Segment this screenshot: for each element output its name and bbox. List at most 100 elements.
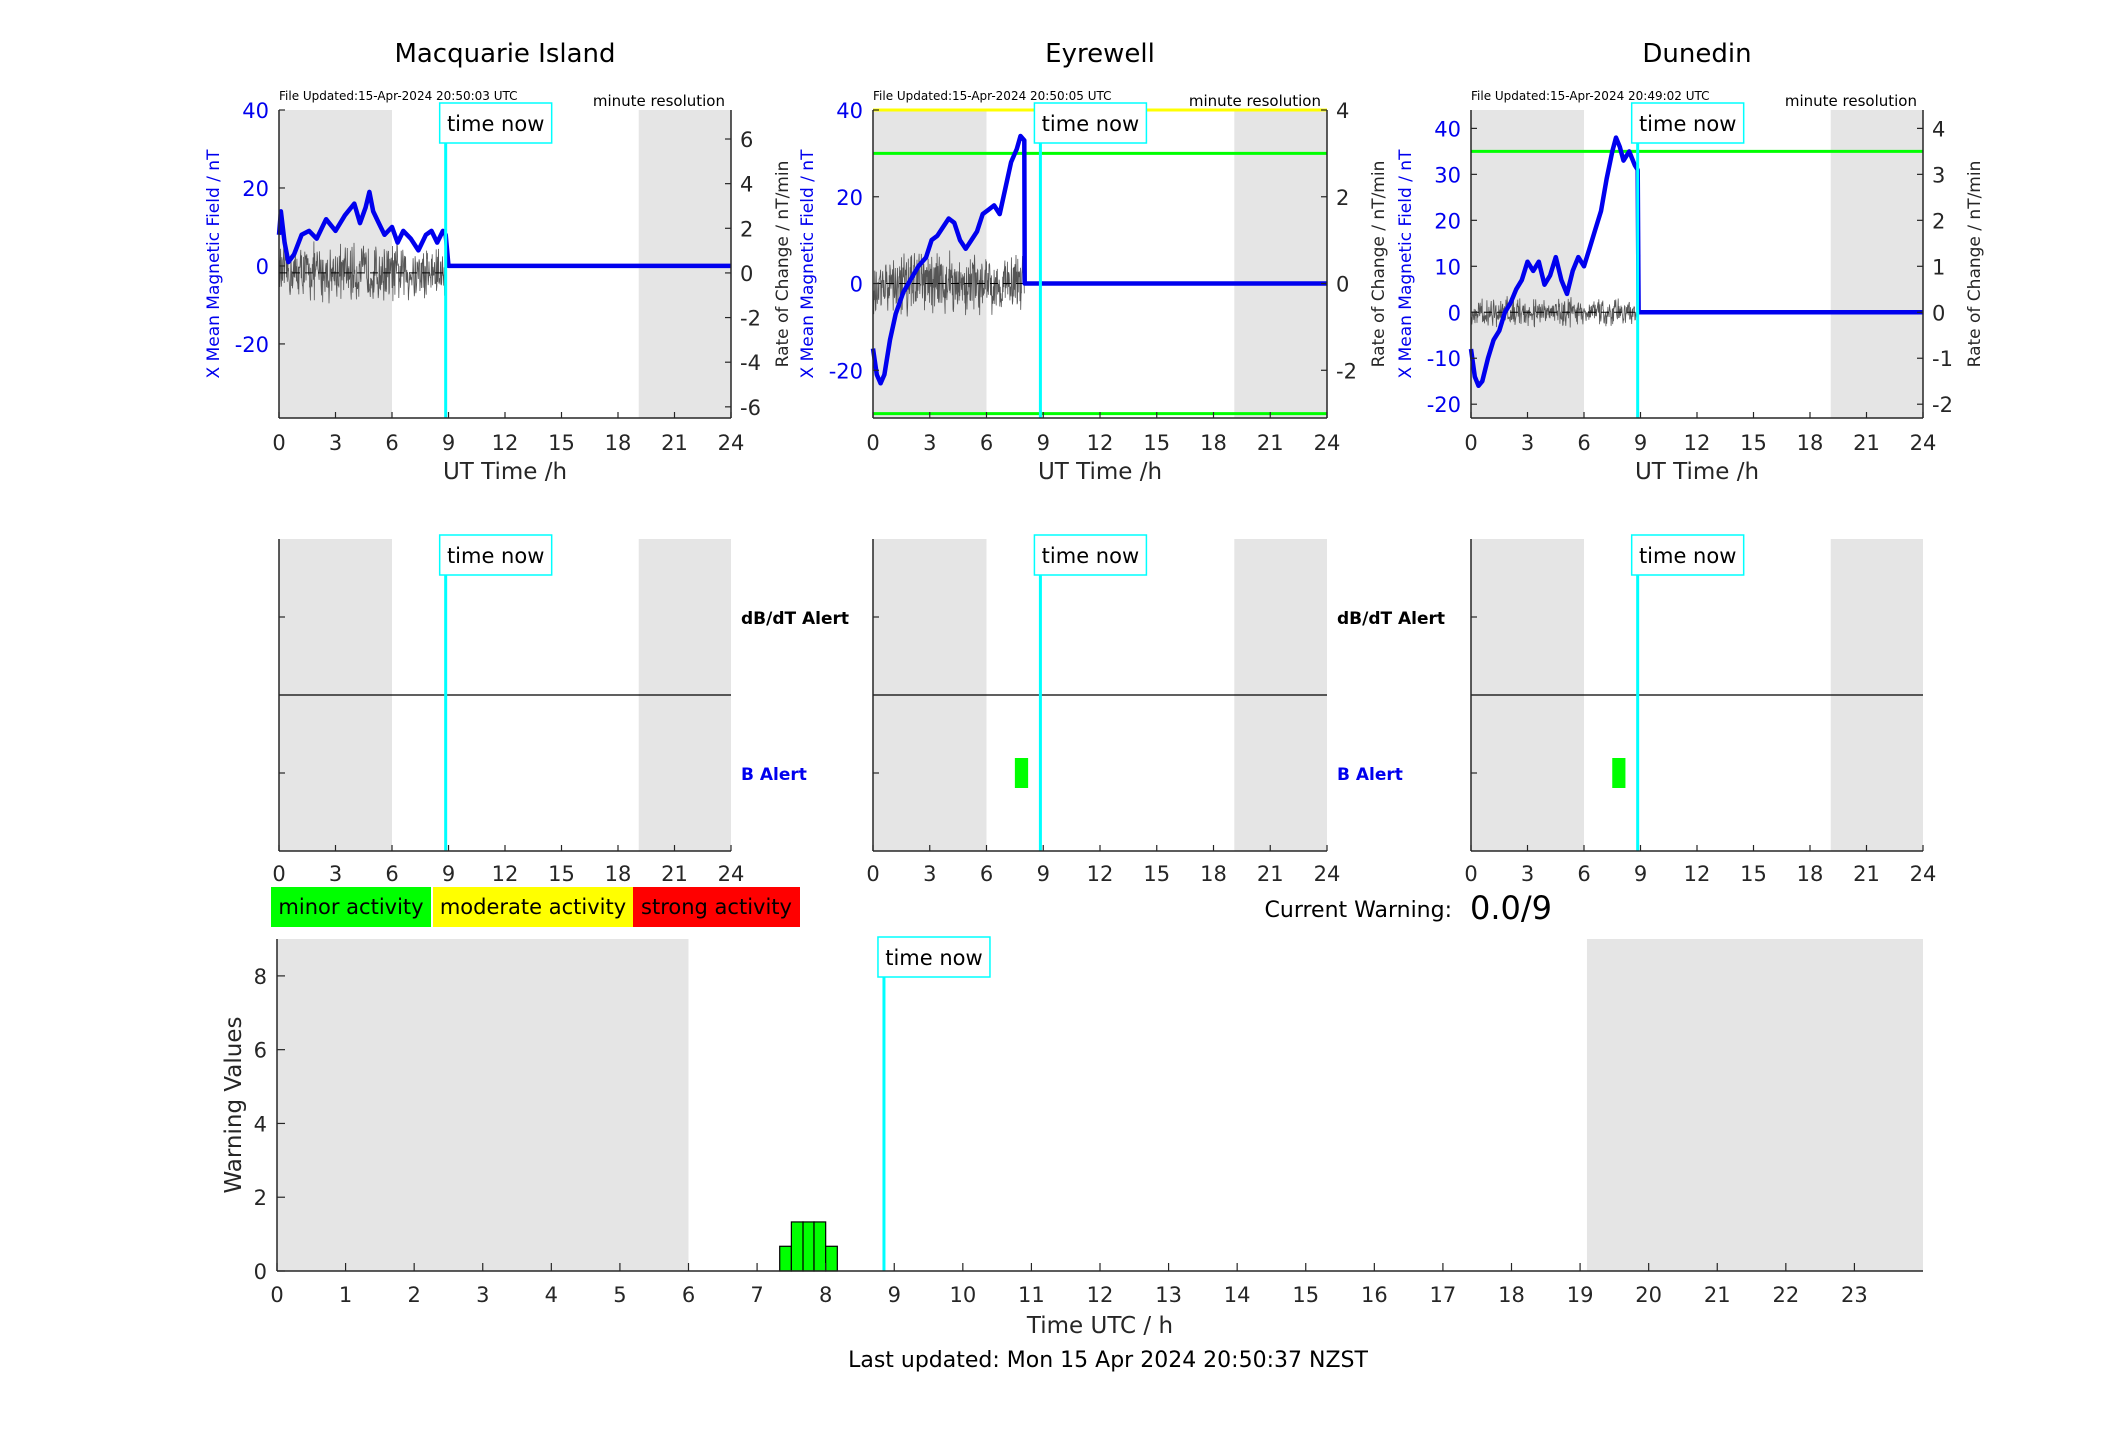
x-axis-label: Time UTC / h [1026, 1313, 1173, 1339]
y-right-tick-label: 2 [1336, 186, 1349, 210]
x-tick-label: 3 [329, 431, 342, 455]
x-tick-label: 22 [1772, 1283, 1799, 1307]
y-tick-label: 2 [254, 1186, 267, 1210]
dbdt-alert-label: dB/dT Alert [741, 609, 849, 629]
y-right-axis-label: Rate of Change / nT/min [773, 161, 793, 368]
x-tick-label: 9 [888, 1283, 901, 1307]
time-now-box [438, 102, 553, 144]
y-tick-label: 40 [1434, 117, 1461, 141]
alert-block [1612, 758, 1626, 788]
x-tick-label: 6 [682, 1283, 695, 1307]
y-right-tick-label: 2 [1932, 209, 1945, 233]
y-right-tick-label: 1 [1932, 255, 1945, 279]
x-tick-label: 12 [1087, 431, 1114, 455]
y-tick-label: 30 [1434, 163, 1461, 187]
x-tick-label: 16 [1361, 1283, 1388, 1307]
rate-of-change-series [278, 241, 447, 304]
x-tick-label: 12 [492, 431, 519, 455]
y-right-tick-label: 0 [1932, 301, 1945, 325]
x-tick-label: 3 [923, 862, 936, 886]
x-tick-label: 24 [1910, 431, 1937, 455]
x-tick-label: 18 [1200, 431, 1227, 455]
x-axis-label: UT Time /h [443, 459, 567, 485]
x-tick-label: 9 [442, 862, 455, 886]
y-tick-label: 20 [242, 177, 269, 201]
x-tick-label: 21 [1257, 862, 1284, 886]
file-updated-text: File Updated:15-Apr-2024 20:49:02 UTC [1471, 89, 1710, 103]
y-tick-label: 20 [1434, 209, 1461, 233]
x-tick-label: 2 [407, 1283, 420, 1307]
x-tick-label: 12 [1087, 1283, 1114, 1307]
legend-swatch-minor [271, 887, 431, 927]
x-tick-label: 3 [476, 1283, 489, 1307]
y-tick-label: -20 [1427, 393, 1461, 417]
y-right-tick-label: -1 [1932, 347, 1953, 371]
y-tick-label: 40 [836, 99, 863, 123]
x-tick-label: 9 [1634, 431, 1647, 455]
last-updated-text: Last updated: Mon 15 Apr 2024 20:50:37 N… [848, 1348, 1368, 1373]
y-right-axis-label: Rate of Change / nT/min [1369, 161, 1389, 368]
x-tick-label: 9 [1037, 431, 1050, 455]
minute-resolution-label: minute resolution [1189, 92, 1321, 110]
x-tick-label: 6 [385, 431, 398, 455]
x-tick-label: 15 [548, 431, 575, 455]
y-right-tick-label: 4 [1932, 117, 1945, 141]
x-tick-label: 18 [605, 862, 632, 886]
night-band [1830, 110, 1923, 418]
time-now-box [1630, 534, 1745, 576]
legend-label: minor activity [278, 895, 423, 919]
magnetic-field-series [276, 189, 731, 269]
y-right-tick-label: -2 [1336, 359, 1357, 383]
magnetic-field-series [1468, 135, 1923, 389]
x-tick-label: 19 [1567, 1283, 1594, 1307]
y-tick-label: -20 [829, 359, 863, 383]
station-title: Macquarie Island [394, 39, 615, 69]
minute-resolution-label: minute resolution [1785, 92, 1917, 110]
x-tick-label: 0 [866, 431, 879, 455]
y-right-tick-label: 0 [1336, 273, 1349, 297]
warning-bar [813, 1221, 827, 1272]
x-tick-label: 1 [339, 1283, 352, 1307]
x-axis-label: UT Time /h [1635, 459, 1759, 485]
x-tick-label: 21 [1853, 862, 1880, 886]
warning-bar [825, 1245, 838, 1272]
time-now-label: time now [447, 544, 544, 568]
station-title: Dunedin [1642, 39, 1751, 69]
x-tick-label: 24 [718, 431, 745, 455]
night-band [1234, 110, 1327, 418]
y-tick-label: -10 [1427, 347, 1461, 371]
night-band [1586, 939, 1923, 1271]
x-tick-label: 0 [866, 862, 879, 886]
x-tick-label: 21 [1853, 431, 1880, 455]
current-warning-value: 0.0/9 [1470, 889, 1552, 927]
x-tick-label: 14 [1224, 1283, 1251, 1307]
activity-legend: minor activity moderate activity strong ac… [271, 887, 800, 927]
time-now-label: time now [1639, 544, 1736, 568]
x-tick-label: 6 [980, 431, 993, 455]
warning-bar [790, 1221, 804, 1272]
time-now-box [1630, 102, 1745, 144]
y-axis-label: X Mean Magnetic Field / nT [798, 149, 818, 379]
y-right-tick-label: 0 [740, 262, 753, 286]
legend-label: moderate activity [440, 895, 626, 919]
minute-resolution-label: minute resolution [593, 92, 725, 110]
x-tick-label: 18 [1797, 862, 1824, 886]
legend-swatch-moderate [433, 887, 633, 927]
time-now-box [1033, 534, 1148, 576]
x-tick-label: 0 [270, 1283, 283, 1307]
x-tick-label: 21 [1257, 431, 1284, 455]
x-tick-label: 18 [1200, 862, 1227, 886]
x-tick-label: 6 [385, 862, 398, 886]
x-tick-label: 0 [1464, 431, 1477, 455]
file-updated-text: File Updated:15-Apr-2024 20:50:03 UTC [279, 89, 518, 103]
x-tick-label: 3 [329, 862, 342, 886]
x-tick-label: 9 [442, 431, 455, 455]
y-right-tick-label: -6 [740, 396, 761, 420]
y-right-tick-label: -2 [740, 307, 761, 331]
x-tick-label: 5 [613, 1283, 626, 1307]
x-tick-label: 3 [1521, 431, 1534, 455]
